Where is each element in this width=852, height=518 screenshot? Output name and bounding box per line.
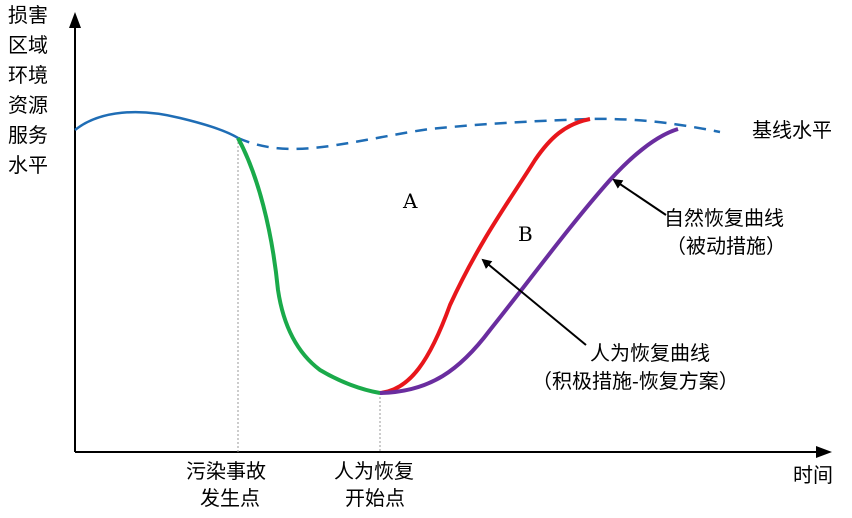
incident-point-label-2: 发生点 [200,486,260,510]
baseline-label: 基线水平 [752,118,832,142]
y-label-line-4: 资源 [8,93,48,117]
restoration-start-label-2: 开始点 [345,486,405,510]
human-recovery-label-2: （积极措施-恢复方案） [532,369,739,393]
natural-recovery-pointer [612,178,667,216]
y-axis-label: 损害 区域 环境 资源 服务 水平 [8,3,48,177]
baseline-curve-solid [74,110,239,140]
human-recovery-pointer [481,258,587,346]
restoration-start-label-1: 人为恢复 [334,459,414,483]
incident-point-label-1: 污染事故 [186,459,266,483]
natural-recovery-label-1: 自然恢复曲线 [664,206,784,230]
human-recovery-label-1: 人为恢复曲线 [590,341,710,365]
y-label-line-2: 区域 [8,33,48,57]
natural-recovery-label-2: （被动措施） [666,234,786,258]
y-axis-arrow [69,12,81,28]
x-axis-arrow [816,446,832,458]
region-b-label: B [518,222,533,246]
natural-recovery-curve [379,127,679,395]
y-label-line-5: 服务 [8,123,48,147]
x-axis-label: 时间 [793,463,833,487]
y-label-line-1: 损害 [8,3,48,27]
baseline-curve-dashed [237,117,721,151]
region-a-label: A [402,189,418,213]
y-label-line-3: 环境 [8,63,48,87]
human-recovery-curve [379,117,591,395]
damage-curve [236,137,381,395]
y-label-line-6: 水平 [8,153,48,177]
